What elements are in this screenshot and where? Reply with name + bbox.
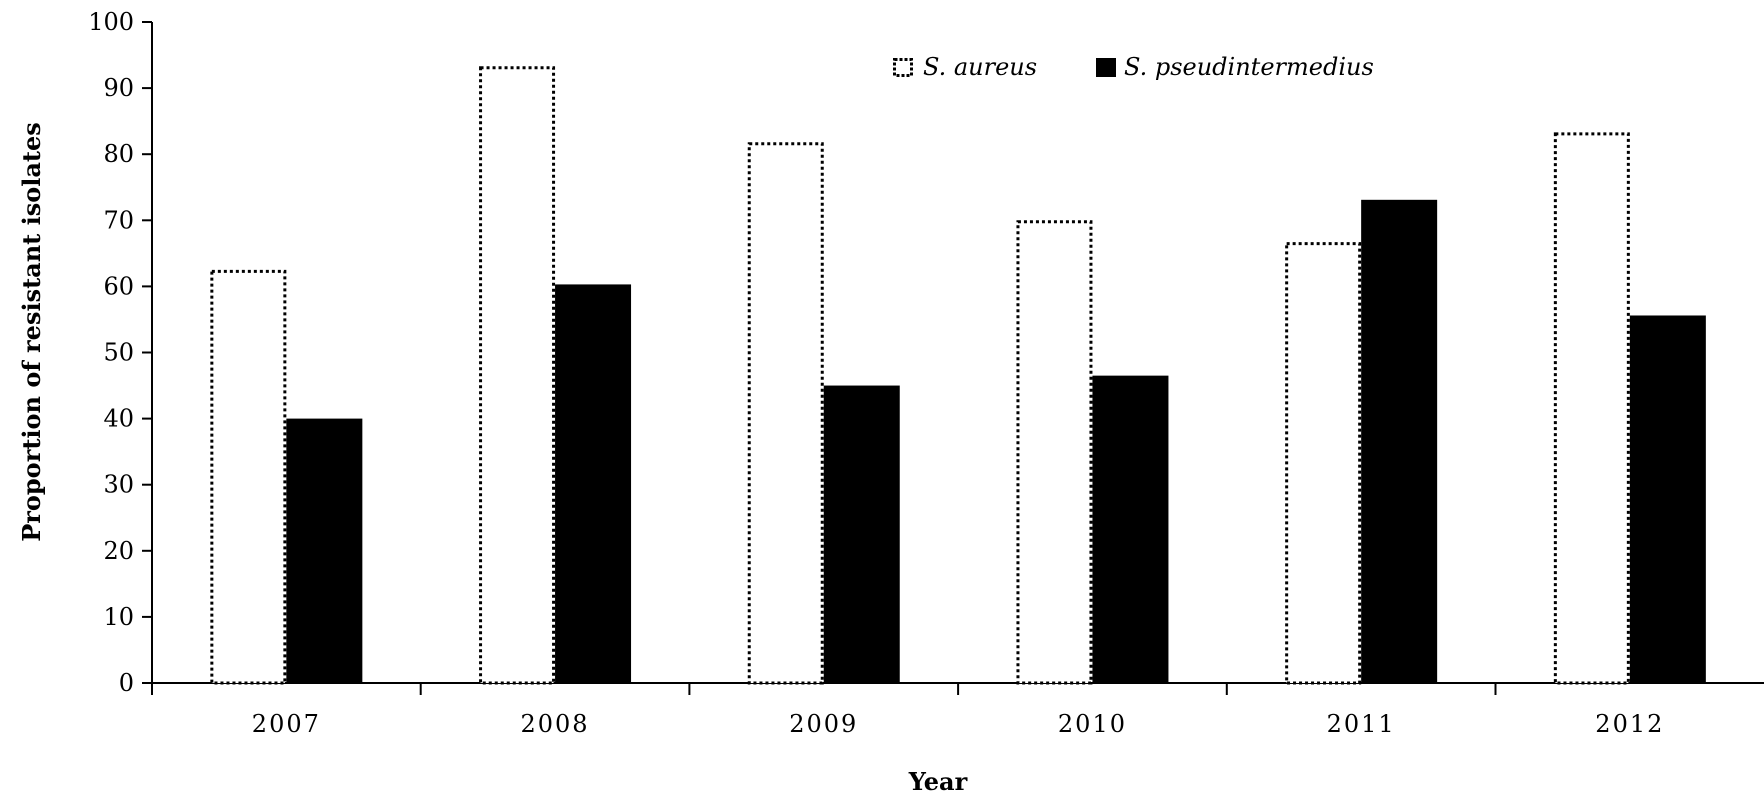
bar-s-pseudintermedius-2012 [1629,315,1706,683]
bar-s-pseudintermedius-2008 [555,284,632,683]
y-tick-label: 0 [119,669,134,697]
bar-s-pseudintermedius-2010 [1092,375,1169,683]
y-tick-label: 80 [103,140,134,168]
x-tick-label: 2008 [521,710,590,738]
legend-swatch-s-pseudintermedius [1096,58,1116,77]
bar-s-pseudintermedius-2009 [823,385,900,683]
y-axis: 0 10 20 30 40 50 60 70 80 90 100 [88,8,153,697]
x-axis-title: Year [908,767,968,796]
bar-s-aureus-2009 [747,142,824,685]
y-tick-label: 90 [103,74,134,102]
legend: S. aureus S. pseudintermedius [893,53,1374,81]
y-tick-label: 70 [103,206,134,234]
legend-swatch-s-aureus [893,58,913,77]
y-tick-label: 30 [103,471,134,499]
y-tick-label: 10 [103,603,134,631]
bar-s-pseudintermedius-2007 [286,418,363,683]
y-tick-label: 40 [103,405,134,433]
bar-s-aureus-2010 [1016,220,1093,685]
bar-s-aureus-2008 [479,66,556,685]
bar-s-aureus-2011 [1285,242,1362,685]
y-axis-title: Proportion of resistant isolates [17,122,46,542]
y-tick-label: 100 [88,8,134,36]
bar-s-pseudintermedius-2011 [1361,199,1438,683]
y-tick-label: 60 [103,272,134,300]
x-tick-label: 2009 [789,710,858,738]
bars-group [210,66,1706,685]
bar-s-aureus-2012 [1553,132,1630,685]
y-tick-label: 50 [103,339,134,367]
y-tick-label: 20 [103,537,134,565]
x-tick-label: 2010 [1058,710,1127,738]
bar-s-aureus-2007 [210,269,287,685]
x-axis: 2007 2008 2009 2010 2011 2012 [151,682,1764,738]
x-tick-label: 2011 [1327,710,1396,738]
x-tick-label: 2012 [1595,710,1664,738]
legend-label: S. aureus [923,53,1037,81]
x-tick-label: 2007 [252,710,321,738]
legend-label: S. pseudintermedius [1124,53,1374,81]
